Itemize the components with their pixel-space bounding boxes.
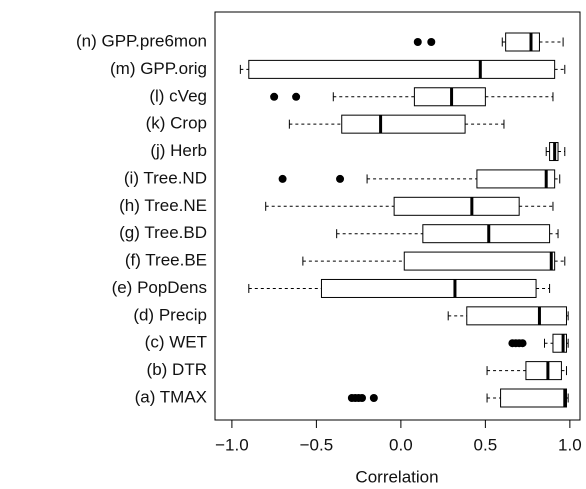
category-label: (h) Tree.NE bbox=[119, 196, 207, 215]
category-label: (d) Precip bbox=[133, 305, 207, 324]
category-label: (l) cVeg bbox=[149, 86, 207, 105]
box bbox=[505, 32, 540, 52]
category-label: (c) WET bbox=[145, 333, 207, 352]
category-label: (m) GPP.orig bbox=[110, 59, 207, 78]
category-label: (i) Tree.ND bbox=[124, 168, 207, 187]
category-label: (a) TMAX bbox=[135, 387, 207, 406]
outlier bbox=[413, 38, 422, 46]
category-label: (b) DTR bbox=[147, 360, 207, 379]
category-label: (e) PopDens bbox=[112, 278, 207, 297]
box bbox=[320, 278, 537, 298]
category-label: (n) GPP.pre6mon bbox=[76, 31, 207, 50]
outlier bbox=[278, 174, 287, 183]
category-label: (j) Herb bbox=[150, 141, 207, 160]
box bbox=[422, 224, 551, 244]
outlier bbox=[369, 394, 378, 402]
x-tick-label: −1.0 bbox=[215, 435, 249, 454]
outlier bbox=[336, 174, 345, 183]
x-axis-label: Correlation bbox=[355, 467, 438, 486]
outlier bbox=[358, 394, 367, 402]
outlier bbox=[427, 38, 436, 46]
x-tick-label: 0.0 bbox=[389, 435, 413, 454]
category-label: (g) Tree.BD bbox=[119, 223, 207, 242]
outlier bbox=[518, 339, 527, 348]
outlier bbox=[292, 92, 301, 101]
x-tick-label: 0.5 bbox=[474, 435, 498, 454]
box bbox=[476, 169, 556, 189]
box bbox=[500, 388, 567, 408]
box bbox=[466, 306, 567, 326]
box bbox=[393, 196, 520, 216]
x-tick-label: −0.5 bbox=[300, 435, 334, 454]
category-label: (f) Tree.BE bbox=[125, 251, 207, 270]
plot-frame bbox=[214, 11, 581, 421]
box bbox=[248, 59, 556, 79]
box bbox=[413, 87, 486, 107]
box bbox=[341, 114, 466, 134]
outlier bbox=[270, 92, 279, 101]
x-tick-label: 1.0 bbox=[558, 435, 582, 454]
box bbox=[403, 251, 556, 271]
box bbox=[525, 361, 562, 381]
category-label: (k) Crop bbox=[146, 114, 207, 133]
